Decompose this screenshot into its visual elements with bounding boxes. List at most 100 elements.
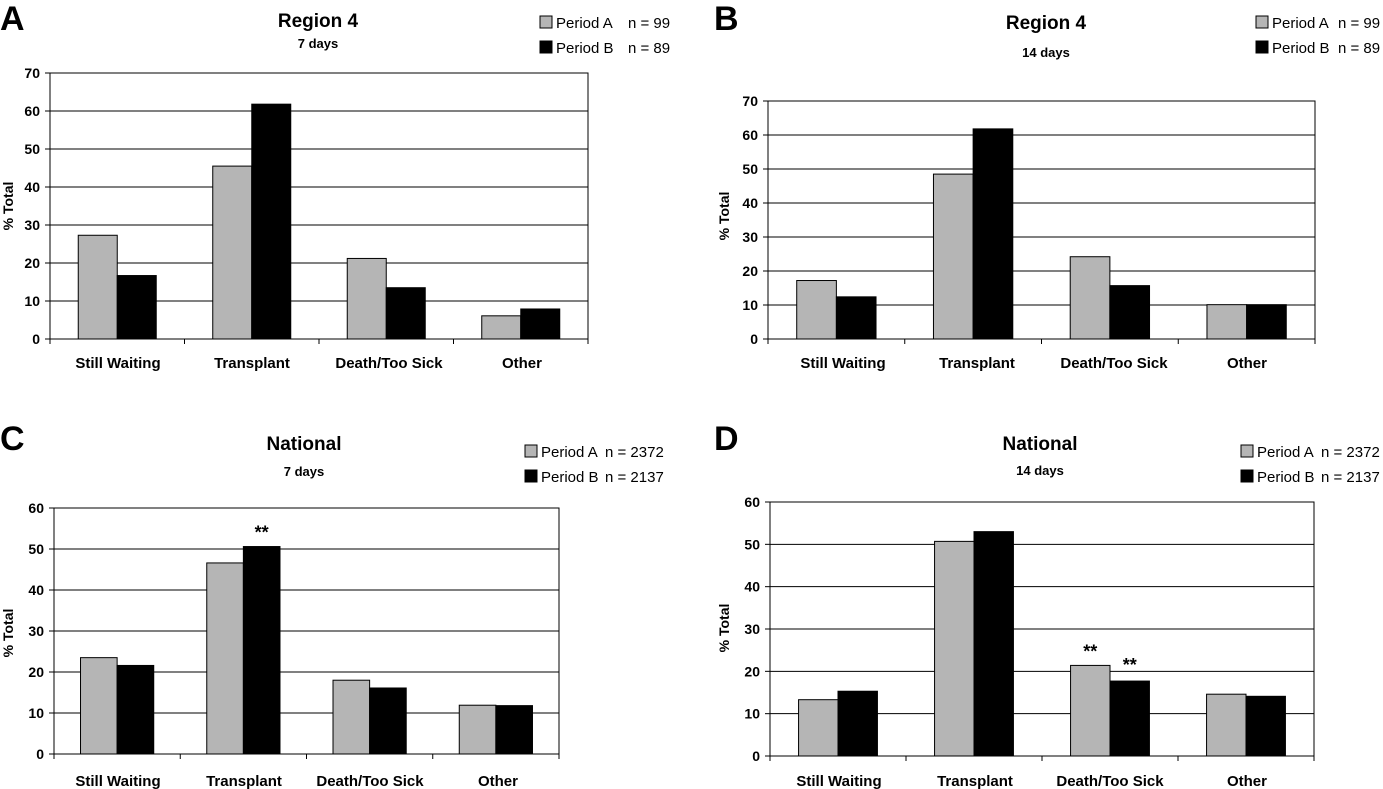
bar-period-b-death-too-sick — [369, 687, 407, 755]
panel-letter: A — [0, 0, 25, 38]
x-category-label: Death/Too Sick — [335, 355, 443, 372]
y-axis-label: % Total — [716, 604, 732, 653]
bar-period-b-transplant — [972, 128, 1014, 340]
legend-swatch — [524, 469, 538, 483]
y-tick-label: 40 — [742, 195, 758, 211]
bar-period-b-still-waiting — [837, 690, 878, 757]
y-tick-label: 60 — [28, 500, 44, 516]
panel-a: A Region 4 7 days 0 10 20 30 40 50 60 70 % Total Sti… — [0, 0, 670, 372]
x-category-label: Other — [1227, 773, 1267, 789]
chart-title: Region 4 — [278, 11, 359, 32]
legend-swatch — [1240, 469, 1254, 483]
legend-n-label: n = 2372 — [605, 444, 664, 461]
bar-period-a-death-too-sick — [1070, 664, 1111, 757]
y-tick-label: 50 — [744, 536, 760, 552]
bar-period-b-other — [1245, 695, 1286, 757]
significance-marker: ** — [255, 523, 269, 543]
legend-n-label: n = 89 — [1338, 40, 1380, 57]
bar-period-b-death-too-sick — [1109, 285, 1151, 340]
legend-n-label: n = 89 — [628, 40, 670, 57]
legend-label: Period A — [1257, 444, 1314, 461]
bar-period-a-other — [1206, 693, 1247, 757]
x-category-label: Death/Too Sick — [1056, 773, 1164, 789]
y-tick-label: 0 — [32, 331, 40, 347]
bar-period-a-transplant — [212, 165, 253, 340]
x-category-label: Still Waiting — [75, 773, 160, 789]
legend-swatch — [1255, 40, 1269, 54]
x-category-label: Other — [1227, 355, 1267, 372]
panel-letter: B — [714, 0, 739, 38]
bar-period-b-transplant — [973, 531, 1014, 757]
bar-period-a-death-too-sick — [346, 257, 387, 340]
x-category-label: Transplant — [206, 773, 282, 789]
y-tick-label: 30 — [742, 229, 758, 245]
y-tick-label: 10 — [28, 705, 44, 721]
panel-letter: C — [0, 420, 25, 458]
bar-period-b-other — [1246, 304, 1287, 340]
bar-period-b-transplant — [242, 546, 281, 755]
bar-period-a-other — [458, 704, 497, 755]
chart-subtitle: 14 days — [1022, 45, 1070, 60]
y-tick-label: 0 — [752, 748, 760, 764]
y-axis-label: % Total — [0, 609, 16, 658]
chart-title: National — [1003, 434, 1078, 455]
x-category-label: Still Waiting — [796, 773, 881, 789]
bar-period-b-death-too-sick — [385, 287, 426, 340]
bar-period-b-other — [495, 705, 533, 755]
bar-period-a-transplant — [934, 540, 975, 757]
legend-swatch — [539, 15, 553, 29]
y-tick-label: 50 — [24, 141, 40, 157]
y-tick-label: 20 — [24, 255, 40, 271]
legend-n-label: n = 99 — [628, 15, 670, 32]
y-axis-label: % Total — [716, 192, 732, 241]
legend-label: Period B — [1257, 469, 1315, 486]
chart-title: Region 4 — [1006, 13, 1087, 34]
legend-label: Period A — [1272, 15, 1329, 32]
chart-title: National — [267, 434, 342, 455]
y-tick-label: 60 — [742, 127, 758, 143]
y-tick-label: 60 — [24, 103, 40, 119]
legend-label: Period A — [556, 15, 613, 32]
y-tick-label: 20 — [742, 263, 758, 279]
bar-period-a-still-waiting — [77, 234, 118, 340]
bar-period-b-other — [520, 308, 561, 340]
legend-label: Period A — [541, 444, 598, 461]
bar-period-b-still-waiting — [116, 664, 155, 755]
panel-b: B Region 4 14 days 0 10 20 30 40 50 60 70 % Total St… — [714, 0, 1380, 372]
legend-swatch — [1255, 15, 1269, 29]
y-tick-label: 30 — [24, 217, 40, 233]
x-category-label: Transplant — [214, 355, 290, 372]
chart-subtitle: 14 days — [1016, 463, 1064, 478]
legend-swatch — [524, 444, 538, 458]
bar-period-a-death-too-sick — [1069, 256, 1111, 340]
bar-period-a-still-waiting — [796, 280, 837, 340]
legend-n-label: n = 2372 — [1321, 444, 1380, 461]
legend-n-label: n = 2137 — [605, 469, 664, 486]
y-tick-label: 20 — [28, 664, 44, 680]
y-tick-label: 10 — [742, 297, 758, 313]
y-tick-label: 10 — [24, 293, 40, 309]
x-category-label: Other — [478, 773, 518, 789]
bar-period-a-transplant — [932, 173, 974, 340]
y-tick-label: 70 — [24, 65, 40, 81]
bar-period-a-still-waiting — [80, 657, 118, 755]
bar-period-a-other — [1206, 304, 1248, 340]
y-tick-label: 30 — [744, 621, 760, 637]
bar-period-b-still-waiting — [835, 296, 877, 340]
y-tick-label: 0 — [36, 746, 44, 762]
panel-letter: D — [714, 420, 739, 458]
bar-period-b-transplant — [251, 103, 292, 340]
significance-marker: ** — [1123, 655, 1137, 675]
bar-period-a-other — [481, 315, 522, 340]
y-tick-label: 50 — [28, 541, 44, 557]
x-category-label: Still Waiting — [800, 355, 885, 372]
x-category-label: Death/Too Sick — [316, 773, 424, 789]
x-category-label: Death/Too Sick — [1060, 355, 1168, 372]
x-category-label: Transplant — [939, 355, 1015, 372]
panel-c: C National 7 days 0 10 20 30 40 50 60 % Total Still… — [0, 420, 664, 789]
y-tick-label: 30 — [28, 623, 44, 639]
legend-n-label: n = 99 — [1338, 15, 1380, 32]
x-category-label: Transplant — [937, 773, 1013, 789]
bar-period-b-still-waiting — [116, 275, 157, 340]
